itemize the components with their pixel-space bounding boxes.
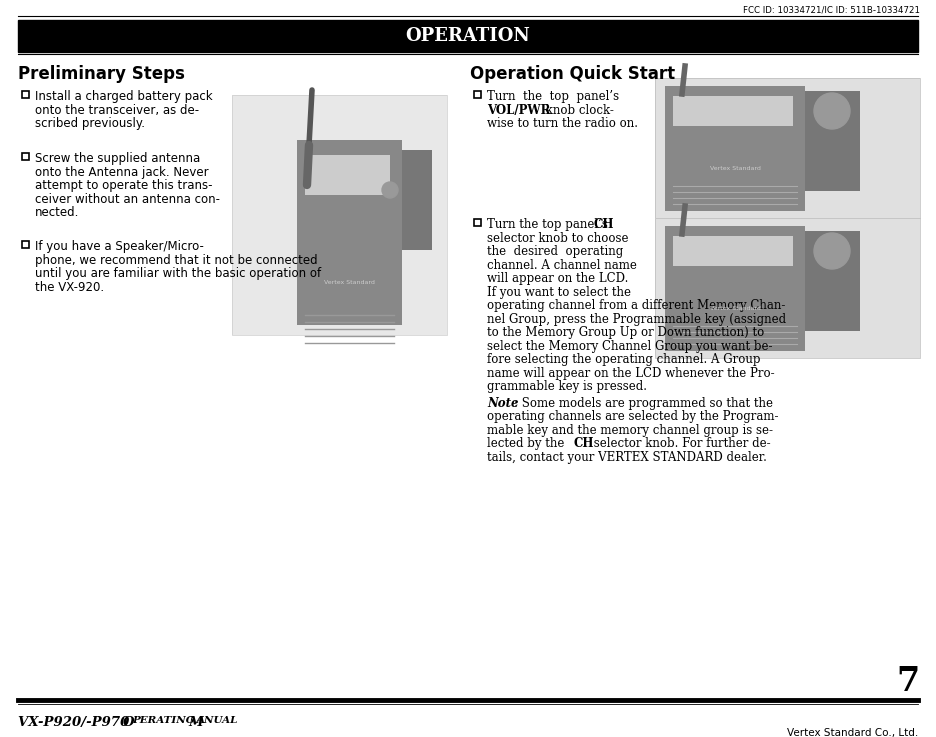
- Text: 7: 7: [897, 665, 920, 698]
- Bar: [232, 95, 447, 335]
- Text: Vertex Standard: Vertex Standard: [709, 306, 760, 311]
- Text: VX-P920/-P970: VX-P920/-P970: [18, 716, 134, 729]
- Bar: [805, 231, 860, 331]
- Bar: [655, 78, 920, 218]
- Text: Preliminary Steps: Preliminary Steps: [18, 65, 185, 83]
- Text: lected by the: lected by the: [487, 437, 568, 450]
- Text: PERATING: PERATING: [132, 716, 198, 725]
- Text: operating channel from a different Memory Chan-: operating channel from a different Memor…: [487, 299, 785, 312]
- Text: fore selecting the operating channel. A Group: fore selecting the operating channel. A …: [487, 353, 761, 366]
- Bar: [22, 240, 28, 248]
- Text: select the Memory Channel Group you want be-: select the Memory Channel Group you want…: [487, 340, 772, 352]
- Text: channel. A channel name: channel. A channel name: [487, 259, 636, 271]
- Bar: [655, 218, 920, 358]
- Text: wise to turn the radio on.: wise to turn the radio on.: [487, 117, 638, 130]
- Bar: [232, 95, 447, 335]
- Bar: [665, 226, 805, 351]
- Text: O: O: [123, 716, 135, 729]
- Bar: [655, 218, 920, 358]
- Text: FCC ID: 10334721/IC ID: 511B-10334721: FCC ID: 10334721/IC ID: 511B-10334721: [743, 5, 920, 14]
- Bar: [474, 91, 480, 97]
- Bar: [22, 91, 28, 97]
- Text: Vertex Standard: Vertex Standard: [709, 166, 760, 171]
- Text: If you want to select the: If you want to select the: [487, 285, 631, 298]
- Text: the  desired  operating: the desired operating: [487, 245, 623, 258]
- Text: Vertex Standard: Vertex Standard: [324, 280, 374, 285]
- Text: tails, contact your VERTEX STANDARD dealer.: tails, contact your VERTEX STANDARD deal…: [487, 450, 767, 464]
- Text: mable key and the memory channel group is se-: mable key and the memory channel group i…: [487, 424, 773, 436]
- Text: the VX-920.: the VX-920.: [35, 281, 104, 293]
- Text: Note: Note: [487, 397, 519, 410]
- Text: CH: CH: [593, 218, 613, 231]
- Text: to the Memory Group Up or Down function) to: to the Memory Group Up or Down function)…: [487, 326, 765, 339]
- Bar: [22, 153, 28, 159]
- Text: ANUAL: ANUAL: [197, 716, 239, 725]
- Text: phone, we recommend that it not be connected: phone, we recommend that it not be conne…: [35, 254, 317, 267]
- Text: : Some models are programmed so that the: : Some models are programmed so that the: [514, 397, 773, 410]
- Circle shape: [814, 233, 850, 269]
- Bar: [297, 140, 402, 325]
- Bar: [305, 155, 390, 195]
- Bar: [673, 96, 793, 126]
- Text: CH: CH: [574, 437, 594, 450]
- Text: name will appear on the LCD whenever the Pro-: name will appear on the LCD whenever the…: [487, 366, 775, 380]
- Text: Screw the supplied antenna: Screw the supplied antenna: [35, 152, 200, 165]
- Text: Vertex Standard Co., Ltd.: Vertex Standard Co., Ltd.: [787, 728, 918, 737]
- Text: until you are familiar with the basic operation of: until you are familiar with the basic op…: [35, 267, 321, 280]
- Bar: [18, 20, 918, 52]
- Text: Operation Quick Start: Operation Quick Start: [470, 65, 675, 83]
- Text: If you have a Speaker/Micro-: If you have a Speaker/Micro-: [35, 240, 204, 253]
- Text: will appear on the LCD.: will appear on the LCD.: [487, 272, 628, 285]
- Bar: [673, 236, 793, 266]
- Text: selector knob. For further de-: selector knob. For further de-: [590, 437, 770, 450]
- Text: nected.: nected.: [35, 206, 80, 219]
- Bar: [805, 91, 860, 191]
- Text: VOL/PWR: VOL/PWR: [487, 103, 550, 116]
- Text: ceiver without an antenna con-: ceiver without an antenna con-: [35, 192, 220, 206]
- Bar: [655, 78, 920, 218]
- Text: onto the Antenna jack. Never: onto the Antenna jack. Never: [35, 166, 209, 178]
- Text: grammable key is pressed.: grammable key is pressed.: [487, 380, 647, 393]
- Text: selector knob to choose: selector knob to choose: [487, 231, 628, 245]
- Text: M: M: [188, 716, 202, 729]
- Text: Turn  the  top  panel’s: Turn the top panel’s: [487, 90, 619, 103]
- Text: attempt to operate this trans-: attempt to operate this trans-: [35, 179, 212, 192]
- Circle shape: [814, 93, 850, 129]
- Bar: [474, 218, 480, 226]
- Text: onto the transceiver, as de-: onto the transceiver, as de-: [35, 103, 199, 116]
- Bar: [402, 150, 432, 250]
- Text: knob clock-: knob clock-: [542, 103, 614, 116]
- Circle shape: [382, 182, 398, 198]
- Text: nel Group, press the Programmable key (assigned: nel Group, press the Programmable key (a…: [487, 312, 786, 326]
- Bar: [665, 86, 805, 211]
- Text: operating channels are selected by the Program-: operating channels are selected by the P…: [487, 410, 779, 423]
- Text: Install a charged battery pack: Install a charged battery pack: [35, 90, 212, 103]
- Text: scribed previously.: scribed previously.: [35, 117, 145, 130]
- Text: Turn the top panel’s: Turn the top panel’s: [487, 218, 611, 231]
- Text: OPERATION: OPERATION: [405, 27, 531, 45]
